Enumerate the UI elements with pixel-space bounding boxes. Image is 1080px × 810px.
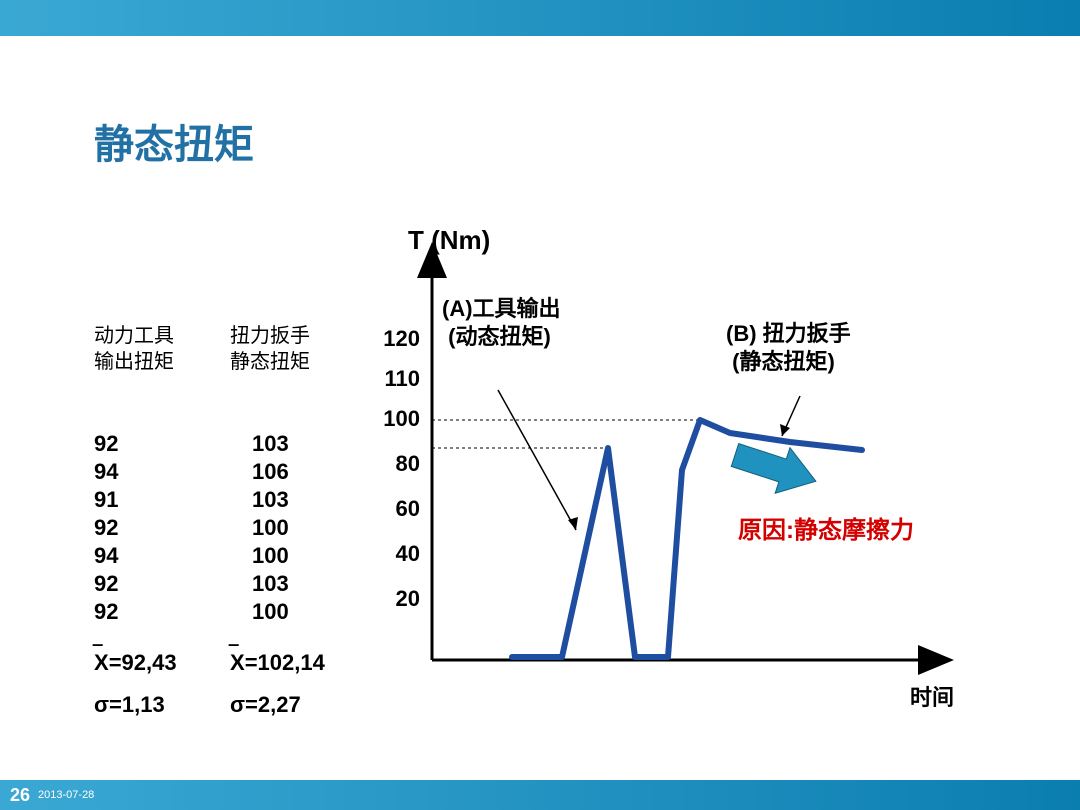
reason-text: 原因:静态摩擦力 xyxy=(738,510,914,545)
col1-header-l1: 动力工具 xyxy=(94,323,174,349)
callout-line-a xyxy=(498,390,576,530)
y-tick-110: 110 xyxy=(360,366,420,392)
y-tick-120: 120 xyxy=(360,326,420,352)
big-arrow-icon xyxy=(728,432,824,504)
col1-header: 动力工具 输出扭矩 xyxy=(94,323,174,375)
label-b: (B) 扭力扳手 (静态扭矩) xyxy=(726,320,851,376)
page-title: 静态扭矩 xyxy=(94,112,254,170)
col2-values: 103106103100100103100 xyxy=(252,430,289,626)
x-axis-title: 时间 xyxy=(910,680,954,712)
label-a: (A)工具输出 (动态扭矩) xyxy=(442,295,561,351)
y-tick-40: 40 xyxy=(360,541,420,567)
page-number: 26 xyxy=(10,785,30,806)
bottom-bar: 26 2013-07-28 xyxy=(0,780,1080,810)
callout-line-b xyxy=(782,396,800,436)
y-tick-80: 80 xyxy=(360,451,420,477)
col1-sigma: σ=1,13 xyxy=(94,692,165,718)
y-tick-20: 20 xyxy=(360,586,420,612)
col1-values: 92949192949292 xyxy=(94,430,118,626)
callout-arrow-b xyxy=(780,424,790,436)
col2-mean: X‾=102,14 xyxy=(230,650,325,676)
col2-sigma: σ=2,27 xyxy=(230,692,301,718)
col2-header: 扭力扳手 静态扭矩 xyxy=(230,323,310,375)
col2-header-l1: 扭力扳手 xyxy=(230,323,310,349)
page-date: 2013-07-28 xyxy=(38,789,94,801)
y-tick-100: 100 xyxy=(360,406,420,432)
top-bar xyxy=(0,0,1080,36)
callout-arrow-a xyxy=(568,517,578,530)
y-tick-60: 60 xyxy=(360,496,420,522)
y-axis-title: T (Nm) xyxy=(408,225,490,256)
col1-mean: X‾=92,43 xyxy=(94,650,177,676)
col2-header-l2: 静态扭矩 xyxy=(230,349,310,375)
col1-header-l2: 输出扭矩 xyxy=(94,349,174,375)
